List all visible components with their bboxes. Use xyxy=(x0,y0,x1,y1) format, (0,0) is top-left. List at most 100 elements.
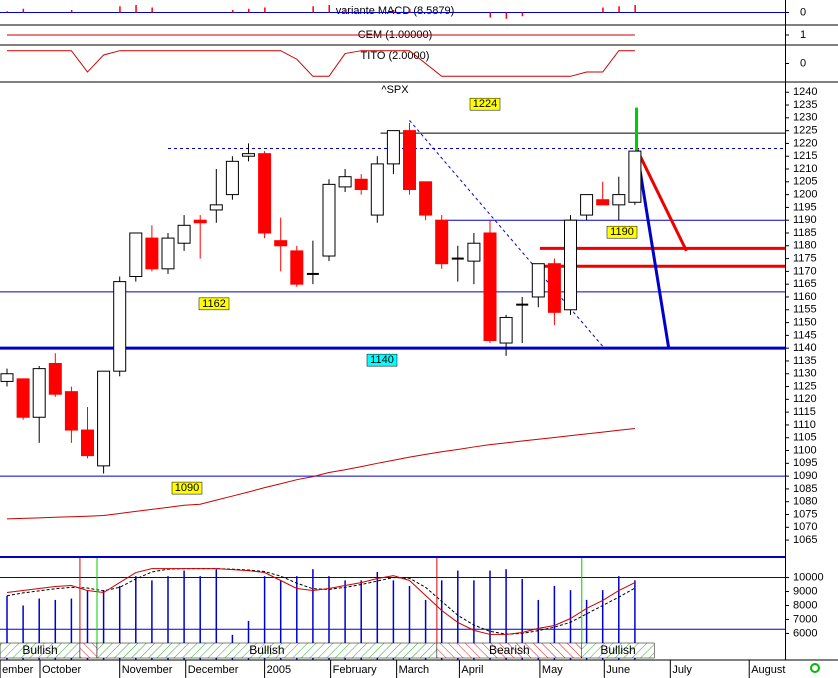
x-tick-label: February xyxy=(333,664,378,676)
series-line xyxy=(6,428,635,520)
x-tick-label: July xyxy=(672,664,692,676)
candle-body xyxy=(531,263,545,298)
y-tick-label: 0 xyxy=(800,57,806,69)
bar xyxy=(392,10,395,13)
signal-band xyxy=(581,642,655,659)
bar xyxy=(135,5,137,13)
y-tick-label: 1 xyxy=(800,29,806,41)
panel-title: ^SPX xyxy=(381,84,409,96)
y-tick-label: 1135 xyxy=(793,355,817,367)
bar xyxy=(6,11,8,13)
bar xyxy=(602,7,604,13)
signal-band xyxy=(79,642,98,659)
candle-body xyxy=(386,130,400,165)
y-tick-label: 1120 xyxy=(793,393,817,405)
y-tick-label: 1125 xyxy=(793,380,817,392)
y-tick-label: 1220 xyxy=(793,137,817,149)
y-tick-label: 8000 xyxy=(793,599,817,611)
bar xyxy=(344,8,347,13)
signal-label: Bullish xyxy=(600,643,635,657)
y-tick-label: 1225 xyxy=(793,125,817,137)
candle-body xyxy=(48,363,62,395)
trend-line xyxy=(635,147,688,252)
candle-body xyxy=(483,232,497,341)
y-tick-label: 1140 xyxy=(793,342,817,354)
candle-body xyxy=(338,176,352,188)
candle-body xyxy=(290,250,304,285)
x-tick-label: June xyxy=(606,664,630,676)
candle-body xyxy=(209,204,223,211)
candle-body xyxy=(547,263,561,313)
candle-body xyxy=(177,224,191,244)
panel-title: TITO (2.0000) xyxy=(361,50,430,62)
bar xyxy=(505,12,508,19)
y-tick-label: 1235 xyxy=(793,99,817,111)
y-tick-label: 1195 xyxy=(793,201,817,213)
level-label-box xyxy=(366,353,398,367)
panel-title: variante MACD (8.5879) xyxy=(336,5,455,17)
y-tick-label: 1200 xyxy=(793,189,817,201)
bar xyxy=(70,10,73,13)
y-tick-label: 1160 xyxy=(793,291,817,303)
candle-body xyxy=(161,237,175,270)
x-tick-label: December xyxy=(188,664,239,676)
bar xyxy=(634,5,636,13)
candle-body xyxy=(403,130,416,190)
candle-body xyxy=(225,160,239,196)
y-tick-label: 1205 xyxy=(793,176,817,188)
x-tick-label: April xyxy=(461,664,483,676)
candle-body xyxy=(64,391,78,431)
y-tick-label: 1105 xyxy=(793,432,817,444)
x-tick-label: 2005 xyxy=(267,664,291,676)
candle-body xyxy=(32,368,46,418)
y-tick-label: 1110 xyxy=(793,419,816,431)
status-icon xyxy=(810,663,820,673)
bar xyxy=(119,6,121,13)
y-tick-label: 1180 xyxy=(793,240,817,252)
y-tick-label: 1190 xyxy=(793,214,817,226)
trend-line xyxy=(635,148,671,349)
bar xyxy=(312,6,314,13)
y-tick-label: 1230 xyxy=(793,112,817,124)
x-tick-label: ember xyxy=(2,664,34,676)
y-tick-label: 1070 xyxy=(793,521,817,533)
signal-label: Bullish xyxy=(22,643,57,657)
bar xyxy=(409,8,411,13)
bar xyxy=(22,8,25,13)
x-tick-label: October xyxy=(42,664,81,676)
candle-body xyxy=(354,178,368,190)
candle-body xyxy=(16,378,30,418)
x-tick-label: May xyxy=(542,664,563,676)
y-tick-label: 9000 xyxy=(793,585,817,597)
level-label: 1140 xyxy=(370,354,394,366)
bar xyxy=(521,12,524,17)
candle-body xyxy=(370,163,384,216)
candle-body xyxy=(81,429,94,457)
candle-body xyxy=(564,219,577,311)
x-tick-label: November xyxy=(122,664,173,676)
bar xyxy=(248,8,250,13)
bar xyxy=(328,5,330,13)
y-tick-label: 1155 xyxy=(793,304,817,316)
candle-body xyxy=(628,150,642,203)
y-tick-label: 1175 xyxy=(793,252,817,264)
candle-body xyxy=(145,237,159,270)
candle-body xyxy=(322,183,336,257)
level-label-box xyxy=(469,97,501,111)
series-line xyxy=(6,568,636,635)
candle-body xyxy=(113,281,127,372)
y-tick-label: 1215 xyxy=(793,150,817,162)
series-line xyxy=(7,50,635,77)
y-tick-label: 1095 xyxy=(793,457,817,469)
candle-body xyxy=(580,194,594,216)
bar xyxy=(489,12,491,18)
level-label: 1190 xyxy=(610,226,634,238)
candle-body xyxy=(193,219,207,224)
y-tick-label: 1100 xyxy=(793,444,817,456)
y-tick-label: 1115 xyxy=(793,406,816,418)
bar xyxy=(264,7,266,13)
level-label-box xyxy=(171,481,203,495)
candle-body xyxy=(596,199,610,206)
y-tick-label: 1090 xyxy=(793,470,817,482)
